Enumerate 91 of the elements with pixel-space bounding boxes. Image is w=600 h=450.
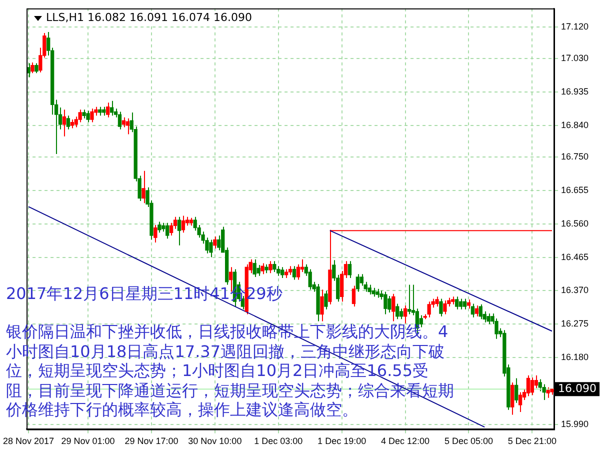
candlestick <box>110 100 114 116</box>
candlestick <box>368 284 372 296</box>
y-tick-label: 16.560 <box>561 218 589 228</box>
candlestick <box>66 115 70 130</box>
candlestick <box>518 392 522 412</box>
candlestick <box>166 222 170 240</box>
candlestick <box>74 116 78 128</box>
candlestick <box>388 295 392 313</box>
candlestick <box>403 304 408 324</box>
candlestick <box>268 260 272 274</box>
candlestick <box>272 260 276 273</box>
candlestick <box>546 386 550 398</box>
candlestick <box>177 216 182 246</box>
candlestick <box>392 293 396 322</box>
y-tick-label: 16.655 <box>561 184 589 195</box>
chart-title: LLS,H1 16.082 16.091 16.074 16.090 <box>44 11 254 24</box>
candlestick <box>526 374 530 397</box>
y-tick-label: 15.990 <box>561 418 589 429</box>
candlestick <box>407 284 412 315</box>
candlestick <box>90 108 94 123</box>
candlestick <box>352 285 356 308</box>
ref-line-label: 16.090 <box>558 382 596 395</box>
candlestick <box>466 298 471 310</box>
y-tick-label: 16.750 <box>561 152 589 162</box>
x-tick-label: 1 Dec 19:00 <box>318 436 366 446</box>
candlestick <box>435 296 439 308</box>
candlestick <box>78 109 82 123</box>
candlestick <box>169 222 174 236</box>
candlestick <box>118 111 122 130</box>
x-tick-label: 29 Nov 17:00 <box>124 436 178 446</box>
candlestick <box>348 260 352 279</box>
candlestick <box>396 303 400 320</box>
y-tick-label: 16.180 <box>561 352 589 362</box>
candlestick <box>356 274 360 292</box>
candlestick <box>213 236 217 250</box>
candlestick <box>478 304 482 320</box>
y-tick-label: 16.275 <box>561 318 589 329</box>
candlestick <box>256 264 260 276</box>
candlestick <box>320 289 324 322</box>
candlestick <box>30 62 34 74</box>
candlestick <box>86 110 90 123</box>
candlestick <box>474 304 478 317</box>
candlestick <box>494 318 498 340</box>
candlestick <box>106 102 110 118</box>
y-tick-label: 17.120 <box>561 22 589 32</box>
candlestick <box>292 266 296 280</box>
candlestick <box>443 300 447 315</box>
candlestick <box>34 62 38 74</box>
candlestick <box>158 221 162 234</box>
candlestick <box>181 215 186 234</box>
candlestick <box>280 266 284 279</box>
candlestick <box>360 274 364 286</box>
candlestick <box>458 298 463 310</box>
candlestick <box>126 118 130 135</box>
x-tick-label: 4 Dec 12:00 <box>381 436 430 446</box>
candlestick <box>308 268 312 290</box>
candlestick <box>193 216 197 232</box>
candlestick <box>514 378 518 404</box>
x-tick-label: 29 Nov 01:00 <box>61 436 115 446</box>
x-tick-label: 30 Nov 10:00 <box>188 436 242 446</box>
candlestick <box>439 298 443 317</box>
candlestick <box>252 258 256 278</box>
candlestick <box>455 296 459 310</box>
candlestick <box>296 264 300 280</box>
candlestick <box>510 382 514 416</box>
candlestick <box>534 374 538 389</box>
y-tick-label: 16.935 <box>561 86 589 97</box>
candlestick <box>324 290 328 310</box>
candlestick <box>260 262 264 275</box>
y-tick-label: 17.030 <box>561 53 589 64</box>
candlestick <box>154 224 158 244</box>
x-tick-label: 5 Dec 21:00 <box>508 436 556 446</box>
candlestick <box>486 313 490 325</box>
candlestick <box>427 301 431 318</box>
candlestick <box>470 303 475 318</box>
candlestick <box>142 170 146 204</box>
candlestick <box>62 109 66 137</box>
candlestick <box>530 377 534 396</box>
y-tick-label: 16.370 <box>561 285 589 296</box>
candlestick <box>538 378 542 392</box>
x-tick-label: 5 Dec 05:00 <box>444 436 494 446</box>
y-tick-label: 16.840 <box>561 120 589 130</box>
y-tick-label: 16.465 <box>561 252 589 262</box>
x-tick-label: 28 Nov 2017 <box>3 436 54 446</box>
candlestick <box>122 116 126 128</box>
candlestick <box>542 384 546 401</box>
candlestick <box>462 298 467 310</box>
candlestick <box>399 308 404 320</box>
x-tick-label: 1 Dec 03:00 <box>254 436 303 446</box>
candlestick <box>209 239 213 258</box>
candlestick <box>384 291 388 315</box>
